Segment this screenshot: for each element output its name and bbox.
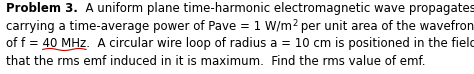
Text: of f = 40 MHz.  A circular wire loop of radius a = 10 cm is positioned in the fi: of f = 40 MHz. A circular wire loop of r… (6, 37, 474, 50)
Text: that the rms emf induced in it is maximum.  Find the rms value of emf.: that the rms emf induced in it is maximu… (6, 55, 426, 68)
Text: per unit area of the wavefront, at a frequency: per unit area of the wavefront, at a fre… (297, 20, 474, 33)
Text: 2: 2 (292, 19, 297, 28)
Text: Problem 3.: Problem 3. (6, 2, 78, 15)
Text: carrying a time-average power of Pave = 1 W/m: carrying a time-average power of Pave = … (6, 20, 292, 33)
Text: A uniform plane time-harmonic electromagnetic wave propagates in free space: A uniform plane time-harmonic electromag… (78, 2, 474, 15)
